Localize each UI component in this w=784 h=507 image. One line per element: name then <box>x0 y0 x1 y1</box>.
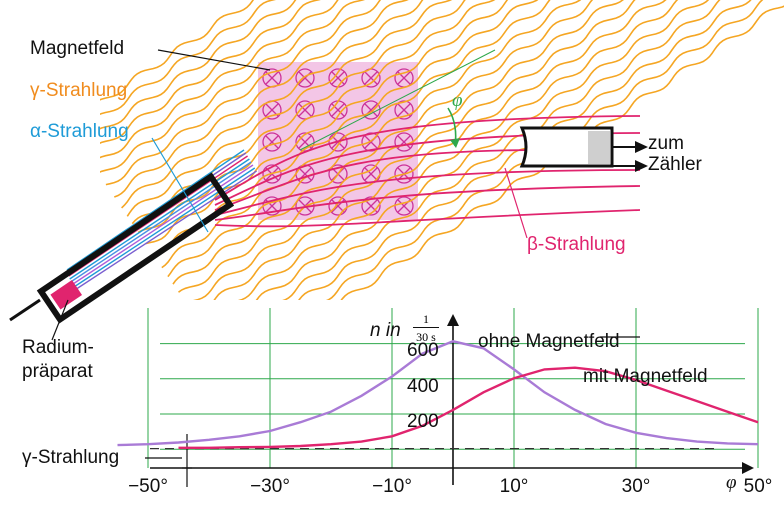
gamma-ray-wave <box>213 0 667 300</box>
alpha-ray <box>66 149 245 271</box>
field-into-page-icon <box>394 196 414 216</box>
gamma-rays <box>100 0 784 300</box>
leader-line <box>504 167 528 239</box>
x-tick-label: 10° <box>499 476 529 497</box>
label-phi-angle: φ <box>452 90 463 111</box>
label-gamma-strahlung: γ-Strahlung <box>30 80 128 101</box>
x-tick-label: −10° <box>372 476 412 497</box>
gamma-ray-wave <box>100 0 297 130</box>
label-beta-strahlung: β-Strahlung <box>527 234 626 255</box>
gamma-ray-wave <box>178 0 624 293</box>
series-line-mit-magnetfeld <box>178 366 759 449</box>
gamma-ray-wave <box>126 0 453 217</box>
beta-rays <box>214 115 641 228</box>
field-into-page-icon <box>394 100 414 120</box>
gamma-ray-wave <box>192 0 636 300</box>
legend-mit-magnetfeld: mit Magnetfeld <box>583 366 708 387</box>
gamma-ray-wave <box>114 0 409 198</box>
legend-ohne-magnetfeld: ohne Magnetfeld <box>478 331 620 352</box>
gamma-ray-wave <box>100 0 339 159</box>
gamma-ray-wave <box>131 0 466 225</box>
beta-ray <box>214 185 641 221</box>
series-line-ohne-magnetfeld <box>117 340 759 447</box>
gamma-ray-wave <box>167 0 582 278</box>
y-tick-label: 400 <box>407 375 439 397</box>
leader-line <box>157 49 271 71</box>
y-axis-unit-denominator: 30 s <box>416 330 436 344</box>
alpha-ray <box>72 170 257 292</box>
alpha-ray <box>70 161 252 283</box>
gamma-ray-wave <box>121 0 424 209</box>
y-axis-unit-numerator: 1 <box>413 312 439 328</box>
gamma-ray-wave <box>282 0 721 300</box>
gamma-ray-wave <box>100 0 277 116</box>
gamma-ray-wave <box>100 0 255 101</box>
alpha-rays <box>66 149 257 292</box>
arrow-icon <box>635 141 648 153</box>
gamma-ray-wave <box>325 0 764 300</box>
alpha-ray <box>69 158 250 280</box>
field-symbols <box>262 68 414 216</box>
gamma-ray-wave <box>153 0 539 257</box>
gamma-ray-wave <box>100 0 321 144</box>
field-into-page-icon <box>295 100 315 120</box>
alpha-ray <box>71 164 254 286</box>
label-gamma-strahlung-chart: γ-Strahlung <box>22 447 120 468</box>
gamma-ray-wave <box>298 0 752 300</box>
gamma-ray-wave <box>255 0 710 300</box>
label-alpha-strahlung: α-Strahlung <box>30 121 129 142</box>
x-tick-label: 50° <box>743 476 773 497</box>
label-zum-zaehler: zum Zähler <box>648 133 702 175</box>
x-tick-label: −30° <box>250 476 290 497</box>
arrow-icon <box>635 160 648 172</box>
gamma-ray-wave <box>172 0 594 285</box>
beta-ray <box>214 169 641 216</box>
gamma-ray-wave <box>105 0 382 186</box>
leader-line <box>51 299 69 341</box>
label-magnetfeld: Magnetfeld <box>30 38 125 59</box>
radium-container <box>9 172 235 324</box>
x-tick-label: −50° <box>128 476 168 497</box>
angle-phi-marker <box>299 49 496 151</box>
y-axis-label: n in <box>370 320 401 341</box>
beta-ray <box>214 209 641 228</box>
y-tick-label: 600 <box>407 340 439 362</box>
x-axis-label: φ <box>726 472 737 493</box>
gamma-ray-wave <box>340 5 784 300</box>
gamma-ray-wave <box>100 0 366 173</box>
y-tick-label: 200 <box>407 410 439 432</box>
counter-tube <box>519 126 648 172</box>
y-axis-arrow-icon <box>447 314 459 326</box>
beta-ray <box>214 149 541 211</box>
gamma-ray-wave <box>237 0 679 300</box>
label-radium-praeparat: Radium- präparat <box>22 337 94 382</box>
alpha-ray <box>72 167 256 289</box>
x-tick-label: 30° <box>621 476 651 497</box>
x-axis-arrow-icon <box>742 462 754 474</box>
beta-ray <box>214 115 641 201</box>
count-rate-chart <box>117 308 759 487</box>
leader-line <box>151 137 209 233</box>
